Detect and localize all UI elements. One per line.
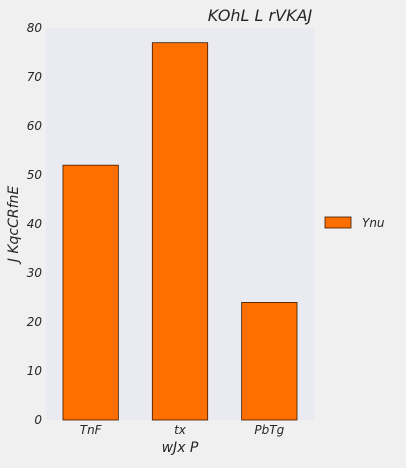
chart-title: KOhL L rVKAJ <box>208 6 313 25</box>
legend: Ynu <box>324 216 385 230</box>
x-axis-label: wJx P <box>162 440 199 456</box>
bar-PbTg <box>241 301 298 421</box>
y-axis-label: J KqcCRfnE <box>6 186 22 266</box>
y-axis-ticks: 0 10 20 30 40 50 60 70 80 <box>27 21 43 427</box>
y-tick-label: 50 <box>27 168 43 182</box>
bars-group <box>62 42 298 421</box>
y-tick-label: 20 <box>27 315 43 329</box>
x-tick-label: TnF <box>80 423 103 437</box>
legend-label: Ynu <box>362 216 385 230</box>
x-tick-label: PbTg <box>254 423 284 437</box>
y-tick-label: 30 <box>27 266 43 280</box>
bar-tx <box>151 42 209 421</box>
y-tick-label: 80 <box>27 21 43 35</box>
legend-swatch <box>324 216 352 229</box>
y-tick-label: 0 <box>34 413 42 427</box>
y-tick-label: 10 <box>27 364 43 378</box>
x-tick-label: tx <box>174 423 187 437</box>
x-axis-ticks: TnF tx PbTg <box>80 423 285 437</box>
bar-TnF <box>62 164 119 421</box>
y-tick-label: 70 <box>27 70 43 84</box>
y-tick-label: 60 <box>27 119 43 133</box>
y-tick-label: 40 <box>27 217 43 231</box>
